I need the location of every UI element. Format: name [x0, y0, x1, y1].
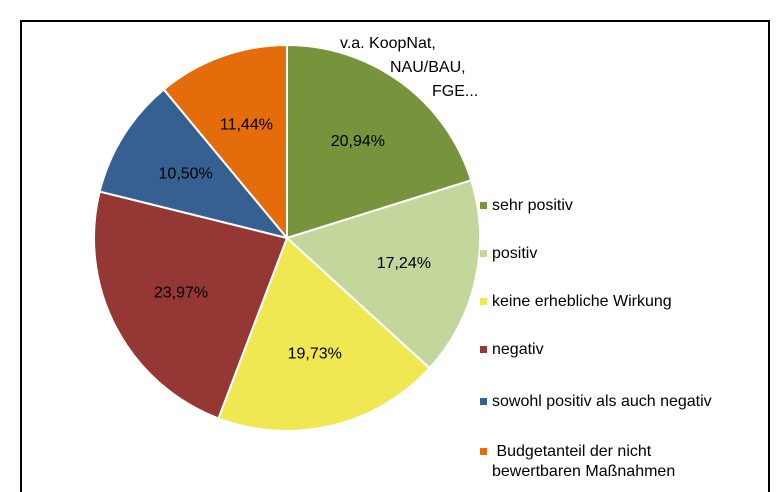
data-label: 10,50%	[159, 166, 213, 183]
legend-swatch	[480, 448, 487, 455]
legend-label: negativ	[492, 341, 544, 358]
pie-slice	[286, 43, 473, 240]
legend-item: sehr positiv	[480, 196, 722, 216]
legend-label: keine erhebliche Wirkung	[492, 293, 672, 310]
pie-slice	[162, 43, 288, 241]
data-label: 17,24%	[377, 255, 431, 272]
legend-item: keine erhebliche Wirkung	[480, 292, 722, 312]
pie-slice	[93, 190, 289, 420]
data-label: 23,97%	[154, 285, 208, 302]
legend-item: Budgetanteil der nicht bewertbaren Maßna…	[480, 442, 722, 482]
legend-label: Budgetanteil der nicht bewertbaren Maßna…	[492, 443, 676, 480]
legend-label: sehr positiv	[492, 197, 573, 214]
legend-swatch	[480, 346, 487, 353]
legend-swatch	[480, 398, 487, 405]
pie-slice	[285, 179, 481, 370]
annotation: FGE...	[432, 83, 478, 100]
legend-label: positiv	[492, 245, 538, 262]
pie-slice	[217, 236, 431, 432]
data-label: 11,44%	[220, 117, 273, 134]
pie-slice	[98, 88, 290, 240]
legend-item: positiv	[480, 244, 722, 264]
legend-swatch	[480, 298, 487, 305]
data-label: 20,94%	[331, 133, 385, 150]
legend-item: sowohl positiv als auch negativ	[480, 392, 722, 412]
legend-swatch	[480, 250, 487, 257]
annotation: v.a. KoopNat,	[340, 35, 436, 52]
annotation: NAU/BAU,	[390, 59, 466, 76]
data-label: 19,73%	[288, 346, 342, 363]
legend-label: sowohl positiv als auch negativ	[492, 393, 712, 410]
legend-item: negativ	[480, 340, 722, 360]
legend-swatch	[480, 202, 487, 209]
